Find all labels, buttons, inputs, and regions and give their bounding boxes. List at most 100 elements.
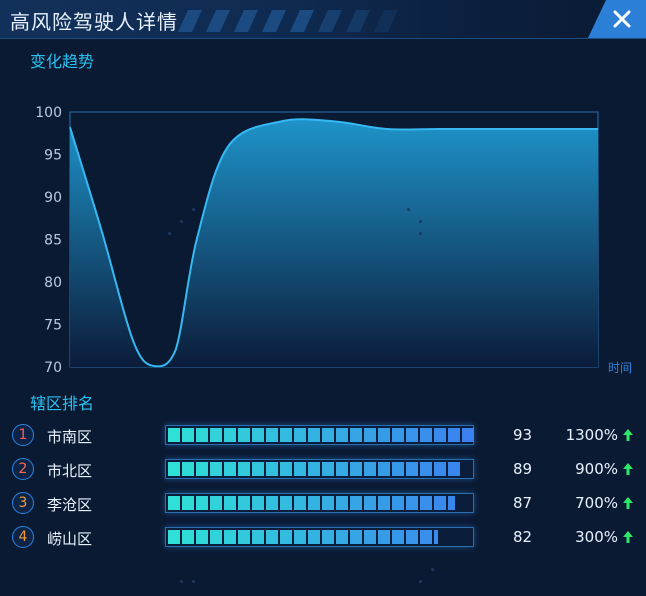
progress-segment — [420, 428, 432, 442]
progress-segment — [224, 530, 236, 544]
y-tick-label: 90 — [44, 190, 62, 206]
progress-segment — [364, 496, 376, 510]
decoration-dot — [168, 232, 171, 235]
close-icon — [613, 10, 631, 28]
progress-segment — [182, 428, 194, 442]
progress-segment — [196, 462, 208, 476]
change-percent: 900% — [575, 460, 618, 478]
progress-segment — [196, 530, 208, 544]
progress-segment — [266, 530, 278, 544]
progress-segment — [448, 462, 460, 476]
progress-segment — [378, 428, 390, 442]
ranking-section-title: 辖区排名 — [30, 390, 94, 414]
arrow-up-icon — [622, 462, 634, 476]
progress-segment — [350, 428, 362, 442]
ranking-progress-bar — [165, 527, 474, 547]
decoration-dot — [431, 568, 434, 571]
district-name: 李沧区 — [47, 494, 92, 515]
progress-segment — [378, 462, 390, 476]
ranking-progress-bar — [165, 425, 474, 445]
x-axis-name: 时间 — [608, 361, 632, 375]
progress-segment — [266, 496, 278, 510]
y-tick-label: 95 — [44, 148, 62, 164]
progress-segment — [294, 496, 306, 510]
close-button[interactable] — [588, 0, 646, 38]
district-name: 崂山区 — [47, 528, 92, 549]
progress-segment — [350, 462, 362, 476]
ranking-row: 4 崂山区 82 300% — [0, 523, 646, 553]
progress-segment — [238, 530, 250, 544]
ranking-progress-bar — [165, 459, 474, 479]
progress-segment — [266, 462, 278, 476]
progress-segment — [308, 462, 320, 476]
district-score: 89 — [513, 460, 532, 478]
title-stripes-decoration — [178, 10, 408, 32]
trend-area — [70, 119, 598, 367]
progress-segment — [392, 496, 404, 510]
progress-segment — [350, 496, 362, 510]
progress-segment — [406, 496, 418, 510]
decoration-dot — [180, 220, 183, 223]
decoration-dot — [407, 208, 410, 211]
progress-segment — [252, 496, 264, 510]
decoration-dot — [192, 580, 195, 583]
progress-segment — [210, 462, 222, 476]
arrow-up-icon — [622, 530, 634, 544]
progress-segment — [448, 496, 455, 510]
progress-segment — [308, 496, 320, 510]
progress-segment — [294, 462, 306, 476]
change-percent: 700% — [575, 494, 618, 512]
progress-segment — [336, 462, 348, 476]
progress-segment — [294, 530, 306, 544]
district-name: 市南区 — [47, 426, 92, 447]
progress-fill — [168, 428, 476, 442]
progress-segment — [210, 530, 222, 544]
progress-segment — [182, 496, 194, 510]
progress-segment — [448, 428, 460, 442]
progress-segment — [322, 428, 334, 442]
decoration-dot — [419, 580, 422, 583]
progress-segment — [336, 428, 348, 442]
change-percent: 1300% — [566, 426, 618, 444]
progress-segment — [182, 530, 194, 544]
progress-segment — [392, 530, 404, 544]
rank-badge: 4 — [12, 526, 34, 548]
progress-segment — [280, 496, 292, 510]
progress-segment — [280, 530, 292, 544]
progress-segment — [364, 462, 376, 476]
progress-segment — [420, 496, 432, 510]
progress-segment — [280, 428, 292, 442]
progress-segment — [168, 462, 180, 476]
progress-segment — [406, 530, 418, 544]
progress-segment — [196, 496, 208, 510]
progress-segment — [392, 428, 404, 442]
progress-segment — [322, 462, 334, 476]
progress-segment — [182, 462, 194, 476]
progress-segment — [168, 530, 180, 544]
progress-segment — [420, 530, 432, 544]
y-tick-label: 75 — [44, 318, 62, 334]
y-tick-label: 80 — [44, 275, 62, 291]
progress-segment — [420, 462, 432, 476]
progress-fill — [168, 462, 462, 476]
y-tick-label: 70 — [44, 360, 62, 376]
progress-segment — [322, 530, 334, 544]
y-tick-label: 100 — [35, 105, 62, 121]
progress-segment — [406, 428, 418, 442]
progress-segment — [252, 530, 264, 544]
progress-segment — [434, 530, 438, 544]
trend-chart: 100 95 90 85 80 75 70 时间 — [0, 95, 646, 385]
rank-badge: 1 — [12, 424, 34, 446]
progress-segment — [224, 496, 236, 510]
progress-segment — [210, 428, 222, 442]
progress-segment — [196, 428, 208, 442]
progress-segment — [336, 530, 348, 544]
progress-fill — [168, 530, 438, 544]
decoration-dot — [419, 220, 422, 223]
change-percent: 300% — [575, 528, 618, 546]
progress-segment — [462, 428, 474, 442]
ranking-progress-bar — [165, 493, 474, 513]
progress-segment — [308, 428, 320, 442]
progress-segment — [168, 428, 180, 442]
progress-segment — [406, 462, 418, 476]
